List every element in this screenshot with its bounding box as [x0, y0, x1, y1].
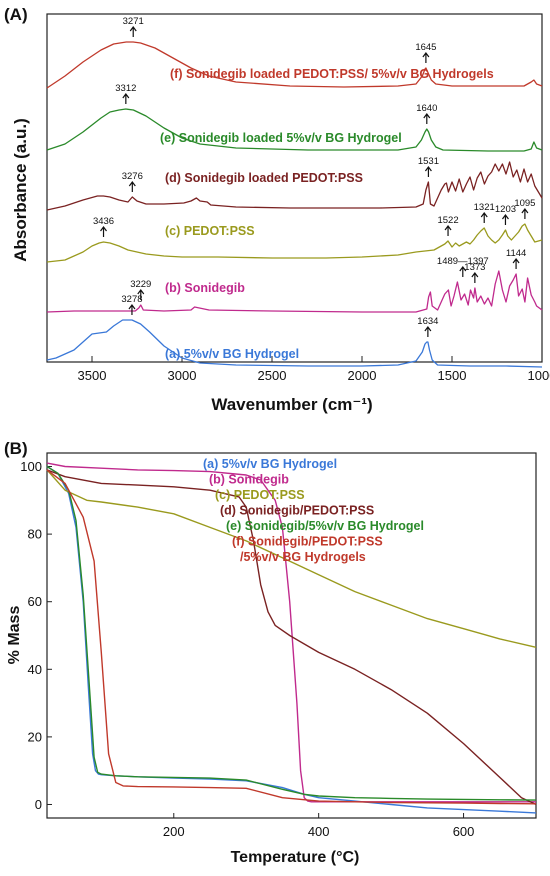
panel-b-label: (B) — [4, 439, 28, 458]
panel-b-plot-frame — [46, 452, 537, 819]
panel-a-peak-arrow — [424, 326, 432, 337]
panel-a-peak-label: 1373 — [464, 262, 485, 273]
panel-b-legend-entry: (b) Sonidegib — [209, 473, 289, 487]
panel-a-series-label-e-sonidegib-loaded-5-v-v-bg-hydrogel: (e) Sonidegib loaded 5%v/v BG Hydrogel — [160, 131, 402, 145]
panel-a-ftir-chart: (A) 3500 3000 2500 2000 1500 1000 3278 1634 322… — [4, 5, 550, 414]
panel-a-peak-label: 3312 — [115, 83, 136, 94]
panel-b-series-line-f-sonidegib-pedot-pss-5-v-v-bg-hydrogels — [46, 469, 537, 805]
panel-a-peak-arrow — [521, 208, 529, 219]
panel-a-series-line-d-sonidegib-loaded-pedot-pss — [46, 161, 543, 211]
panel-a-peak-label: 3436 — [93, 216, 114, 227]
panel-b-x-tick-label: 200 — [163, 824, 185, 839]
panel-a-peak-label: 3229 — [130, 279, 151, 290]
panel-b-legend-entry: /5%v/v BG Hydrogels — [240, 550, 366, 564]
panel-b-x-tick-label: 400 — [308, 824, 330, 839]
panel-a-peak-label: 1645 — [415, 42, 436, 53]
panel-a-series-label-b-sonidegib: (b) Sonidegib — [165, 281, 245, 295]
panel-b-x-tick-label: 600 — [453, 824, 475, 839]
panel-a-peak-arrow — [422, 52, 430, 63]
panel-a-peak-arrow — [128, 304, 136, 315]
panel-b-legend-entry: (f) Sonidegib/PEDOT:PSS — [232, 535, 383, 549]
panel-a-peak-arrow — [137, 289, 145, 300]
panel-a-peak-label: 3276 — [122, 171, 143, 182]
panel-a-x-axis: 3500 3000 2500 2000 1500 1000 — [78, 356, 550, 383]
panel-a-series-line-b-sonidegib — [46, 270, 543, 313]
panel-a-peak-label: 1531 — [418, 156, 439, 167]
panel-a-peak-arrow — [128, 181, 136, 192]
panel-b-legend-entry: (a) 5%v/v BG Hydrogel — [203, 457, 337, 471]
panel-b-legend: (a) 5%v/v BG Hydrogel (b) Sonidegib(c) PE… — [203, 457, 424, 564]
panel-a-peak-label: 1640 — [416, 103, 437, 114]
panel-a-y-axis-title: Absorbance (a.u.) — [11, 118, 30, 262]
panel-a-series-label-a-5-v-v-bg-hydrogel: (a) 5%v/v BG Hydrogel — [165, 347, 299, 361]
panel-a-peak-label: 1489—1397 — [437, 256, 489, 267]
panel-b-series-group — [46, 462, 537, 814]
panel-b-series-line-b-sonidegib — [46, 462, 536, 803]
panel-b-y-tick-label: 40 — [28, 662, 42, 677]
panel-b-y-tick-label: 60 — [28, 594, 42, 609]
panel-b-y-tick-label: 80 — [28, 527, 42, 542]
panel-a-series-line-e-sonidegib-loaded-5-v-v-bg-hydrogel — [46, 108, 543, 152]
panel-a-series-label-c-pedot-pss: (c) PEDOT:PSS — [165, 224, 255, 238]
panel-a-x-tick-label: 1500 — [438, 368, 467, 383]
panel-a-peak-label: 3278 — [121, 294, 142, 305]
panel-b-y-tick-label: 20 — [28, 729, 42, 744]
panel-a-plot-frame — [46, 13, 543, 363]
panel-b-series-line-e-sonidegib-5-v-v-bg-hydrogel — [46, 465, 537, 801]
panel-b-y-tick-label: 0 — [35, 797, 42, 812]
panel-a-peak-arrow — [512, 258, 520, 269]
panel-b-series-line-c-pedot-pss — [46, 469, 537, 648]
panel-b-legend-entry: (c) PEDOT:PSS — [215, 488, 305, 502]
panel-a-series-line-f-sonidegib-loaded-pedot-pss-5-v-v-bg-hydrogels — [46, 41, 543, 89]
panel-a-label: (A) — [4, 5, 28, 24]
panel-a-peak-arrow — [444, 225, 452, 236]
panel-b-tga-chart: (B) 200 400 600 0 20 40 60 80 100 (a) 5%v/v BG H… — [4, 439, 537, 866]
panel-a-peak-label: 1321 — [474, 202, 495, 213]
panel-a-series-label-d-sonidegib-loaded-pedot-pss: (d) Sonidegib loaded PEDOT:PSS — [165, 171, 363, 185]
panel-a-peak-arrow — [424, 166, 432, 177]
panel-b-legend-entry: (d) Sonidegib/PEDOT:PSS — [220, 504, 374, 518]
panel-a-peak-arrow — [122, 93, 130, 104]
panel-a-series-label-f-sonidegib-loaded-pedot-pss-5-v-v-bg-hydrogels: (f) Sonidegib loaded PEDOT:PSS/ 5%v/v BG… — [170, 67, 494, 81]
panel-a-x-tick-label: 2500 — [258, 368, 287, 383]
panel-a-peak-arrow — [471, 272, 479, 283]
panel-a-peak-arrow — [100, 226, 107, 237]
panel-a-peak-arrow — [423, 113, 431, 124]
panel-a-series-labels: (a) 5%v/v BG Hydrogel (b) Sonidegib (c) PE… — [160, 67, 494, 361]
panel-a-peak-arrow — [459, 266, 467, 277]
panel-a-x-axis-title: Wavenumber (cm⁻¹) — [211, 395, 372, 414]
panel-a-peak-label: 1203 — [495, 204, 516, 215]
panel-b-series-line-d-sonidegib-pedot-pss — [46, 469, 537, 806]
panel-a-peak-label: 3271 — [123, 16, 144, 27]
panel-b-y-tick-label: 100 — [20, 459, 42, 474]
panel-a-series-line-c-pedot-pss — [46, 223, 543, 263]
panel-a-x-tick-label: 1000 — [528, 368, 550, 383]
panel-a-series-line-a-5-v-v-bg-hydrogel — [46, 319, 543, 368]
panel-a-peak-label: 1144 — [506, 248, 526, 259]
panel-a-peak-label: 1522 — [437, 215, 458, 226]
panel-a-x-tick-label: 2000 — [348, 368, 377, 383]
panel-a-peak-label: 1634 — [417, 316, 438, 327]
panel-a-peak-arrow — [129, 26, 137, 37]
panel-b-x-axis-title: Temperature (°C) — [231, 849, 360, 866]
panel-a-x-tick-label: 3500 — [78, 368, 107, 383]
panel-a-peak-label: 1095 — [514, 198, 535, 209]
panel-a-x-tick-label: 3000 — [168, 368, 197, 383]
panel-a-peak-arrow — [501, 214, 509, 225]
panel-a-series-group — [46, 41, 543, 368]
panel-b-legend-entry: (e) Sonidegib/5%v/v BG Hydrogel — [226, 519, 424, 533]
panel-b-y-axis-title: % Mass — [6, 606, 23, 665]
panel-a-peak-arrow — [480, 212, 488, 223]
